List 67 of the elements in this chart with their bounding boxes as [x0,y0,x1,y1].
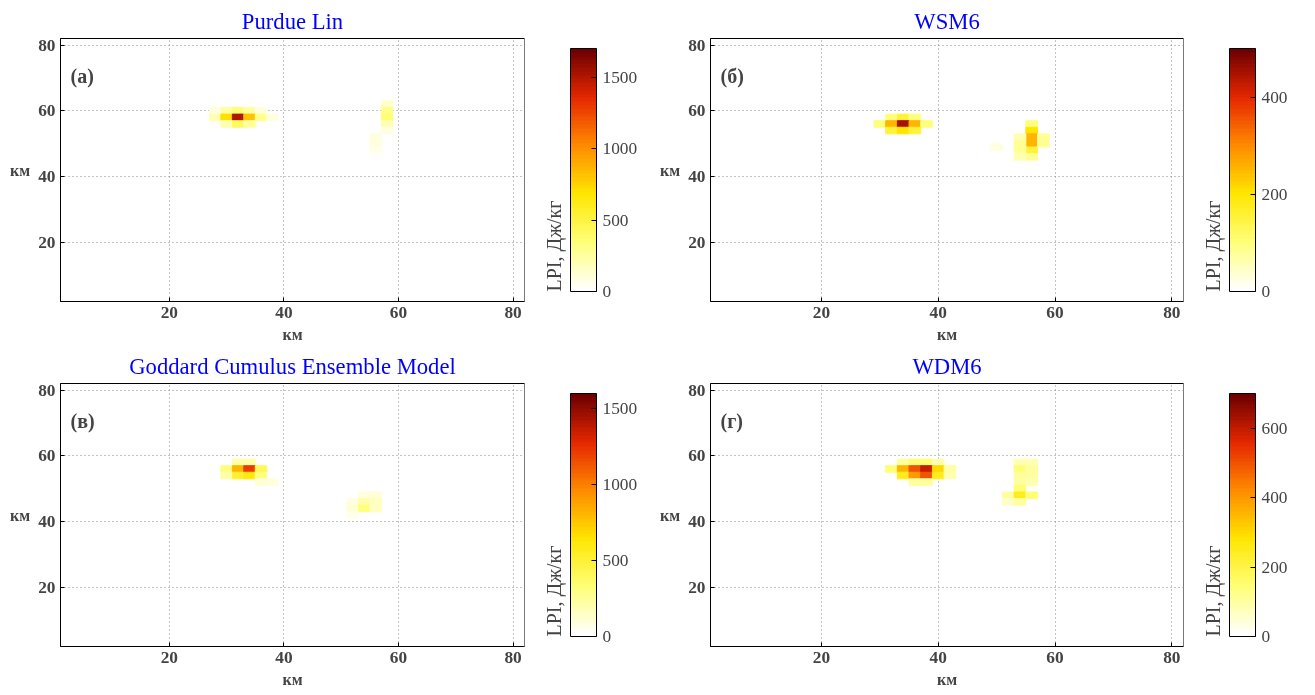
x-tick-label: 60 [1046,302,1064,322]
y-axis-title: км [10,161,31,179]
y-tick-label: 60 [38,101,56,121]
y-axis-title: км [660,161,681,179]
x-tick-label: 60 [389,302,408,322]
annotation: (г) [720,409,743,433]
annotation: (а) [70,64,94,88]
x-tick-label: 20 [812,302,831,322]
color-bar-label: 0 [1261,627,1271,646]
y-tick-label: 40 [38,167,56,187]
color-bar-title: LPI, Дж/кг [1201,545,1225,637]
y-tick-label: 80 [38,35,56,55]
y-tick-label: 60 [688,101,706,121]
chart-title: Purdue Lin [241,8,344,34]
color-bar-label: 0 [602,282,612,301]
y-tick-label: 80 [688,35,706,55]
y-tick-label: 20 [38,232,56,252]
x-axis-title: км [936,325,958,343]
color-bar-label: 0 [602,627,612,646]
chart-title: WDM6 [912,353,982,379]
y-tick-label: 40 [688,167,706,187]
x-tick-label: 40 [275,647,293,667]
y-tick-label: 60 [38,446,56,466]
x-tick-label: 80 [504,302,522,322]
chart-title: Goddard Cumulus Ensemble Model [129,353,456,379]
x-tick-label: 40 [929,302,947,322]
color-bar-label: 200 [1261,184,1288,204]
x-tick-label: 40 [275,302,293,322]
x-tick-label: 80 [1163,647,1181,667]
color-bar-label: 1000 [602,139,638,159]
color-bar-label: 1000 [602,475,638,495]
color-bar-label: 200 [1261,557,1288,577]
y-axis-title: км [660,506,681,524]
annotation: (в) [70,409,95,433]
x-tick-label: 20 [160,647,178,667]
x-axis-title: км [282,325,303,343]
color-bar-label: 500 [602,551,629,571]
y-tick-label: 20 [688,577,706,597]
x-tick-label: 80 [1163,302,1181,322]
x-tick-label: 60 [389,647,408,667]
color-bar-title: LPI, Дж/кг [542,545,566,637]
color-bar-label: 1500 [602,399,638,419]
x-tick-label: 60 [1046,647,1064,667]
x-axis-title: км [936,670,958,688]
color-bar-label: 1500 [602,67,638,87]
x-tick-label: 20 [812,647,831,667]
y-tick-label: 80 [38,380,56,400]
y-tick-label: 40 [38,512,56,532]
y-tick-label: 20 [688,232,706,252]
y-tick-label: 40 [688,512,706,532]
y-tick-label: 20 [38,577,56,597]
x-tick-label: 80 [504,647,522,667]
y-tick-label: 60 [688,446,706,466]
y-axis-title: км [10,506,31,524]
color-bar-label: 600 [1261,418,1288,438]
chart-title: WSM6 [914,8,980,34]
x-tick-label: 40 [929,647,947,667]
color-bar-label: 400 [1261,87,1288,107]
x-tick-label: 20 [160,302,178,322]
color-bar-title: LPI, Дж/кг [1201,200,1225,292]
y-tick-label: 80 [688,380,706,400]
color-bar-label: 0 [1261,282,1271,301]
annotation: (б) [720,64,744,88]
x-axis-title: км [282,670,303,688]
color-bar-title: LPI, Дж/кг [542,200,566,292]
color-bar-label: 400 [1261,488,1288,508]
color-bar-label: 500 [602,210,629,230]
